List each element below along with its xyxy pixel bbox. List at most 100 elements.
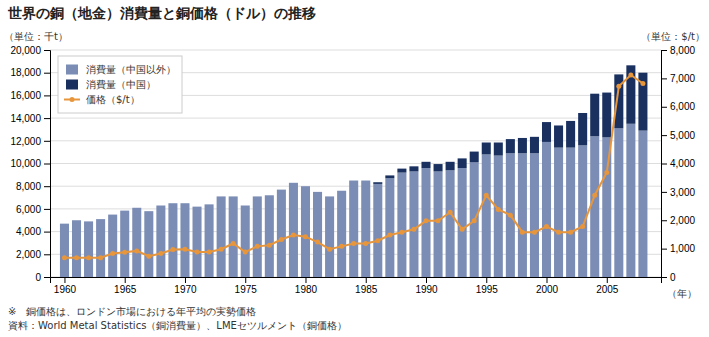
marker xyxy=(628,72,633,77)
bar xyxy=(361,180,370,181)
tick-mark xyxy=(44,209,50,210)
marker xyxy=(436,218,441,223)
tick-mark xyxy=(44,277,50,278)
bar xyxy=(421,162,430,168)
axis-line xyxy=(51,278,662,284)
bar xyxy=(446,170,455,277)
marker xyxy=(568,230,573,235)
tick-label: 18,000 xyxy=(10,67,41,78)
marker xyxy=(411,227,416,232)
tick-label: 1985 xyxy=(355,284,378,295)
legend-symbol xyxy=(66,65,78,75)
marker xyxy=(219,247,224,252)
bar xyxy=(482,154,491,277)
tick: 1970 xyxy=(174,277,197,295)
bar xyxy=(325,196,334,277)
marker xyxy=(520,230,525,235)
tick: 1985 xyxy=(355,277,378,295)
tick-mark xyxy=(661,78,667,79)
bar xyxy=(470,162,479,277)
bar xyxy=(265,195,274,277)
tick: 0 xyxy=(35,272,50,283)
bar xyxy=(72,220,81,221)
tick-label: 20,000 xyxy=(10,45,41,56)
bar xyxy=(518,138,527,153)
tick-mark xyxy=(661,249,667,250)
bar xyxy=(458,158,467,168)
marker xyxy=(375,238,380,243)
bar xyxy=(626,65,635,123)
marker xyxy=(424,218,429,223)
tick-label: 12,000 xyxy=(10,136,41,147)
bar xyxy=(566,148,575,277)
tick-mark xyxy=(44,164,50,165)
bar xyxy=(385,178,394,277)
tick: 6,000 xyxy=(661,101,695,112)
marker xyxy=(339,244,344,249)
tick-mark xyxy=(64,277,65,283)
bar xyxy=(301,186,310,187)
marker xyxy=(460,227,465,232)
legend-symbol xyxy=(66,80,78,90)
tick-mark xyxy=(607,277,608,283)
tick: 2,000 xyxy=(16,249,50,260)
marker xyxy=(351,241,356,246)
bar xyxy=(60,223,69,224)
bar xyxy=(566,121,575,148)
bar xyxy=(60,224,69,277)
bar xyxy=(217,196,226,277)
marker xyxy=(472,218,477,223)
marker xyxy=(98,255,103,260)
bar xyxy=(434,164,443,171)
tick-mark xyxy=(661,192,667,193)
bar xyxy=(168,203,177,204)
marker xyxy=(267,243,272,248)
tick-label: 14,000 xyxy=(10,113,41,124)
tick-mark xyxy=(44,73,50,74)
x-axis-label: （年） xyxy=(667,288,697,299)
tick-label: 1995 xyxy=(476,284,499,295)
tick-label: 6,000 xyxy=(670,101,695,112)
tick-label: 2005 xyxy=(596,284,619,295)
tick: 8,000 xyxy=(16,181,50,192)
tick-label: 6,000 xyxy=(16,204,41,215)
tick-label: 1975 xyxy=(235,284,258,295)
tick: 2,000 xyxy=(661,215,695,226)
bar xyxy=(518,153,527,277)
y2-axis: 01,0002,0003,0004,0005,0006,0007,0008,00… xyxy=(661,45,695,283)
tick: 0 xyxy=(661,272,676,283)
tick: 4,000 xyxy=(16,226,50,237)
marker xyxy=(134,248,139,253)
bar xyxy=(506,139,515,153)
tick: 1990 xyxy=(415,277,438,295)
tick-label: 0 xyxy=(670,272,676,283)
y2-axis-label: （単位：$/t） xyxy=(641,31,705,42)
tick: 3,000 xyxy=(661,187,695,198)
bar xyxy=(578,145,587,277)
bar xyxy=(72,220,81,277)
bar xyxy=(108,214,117,215)
bar xyxy=(482,143,491,155)
tick-label: 3,000 xyxy=(670,187,695,198)
tick: 1975 xyxy=(235,277,258,295)
bar xyxy=(349,181,358,277)
marker xyxy=(243,250,248,255)
bar xyxy=(289,182,298,183)
bar xyxy=(397,169,406,173)
bar xyxy=(205,204,214,277)
bar xyxy=(494,143,503,156)
bar xyxy=(602,93,611,138)
tick-mark xyxy=(661,50,667,51)
bar xyxy=(530,153,539,277)
bar xyxy=(193,207,202,277)
tick-mark xyxy=(44,50,50,51)
bar xyxy=(265,195,274,196)
tick: 10,000 xyxy=(10,158,50,169)
bar xyxy=(144,211,153,277)
marker xyxy=(170,247,175,252)
bar xyxy=(84,221,93,222)
tick-mark xyxy=(366,277,367,283)
tick-label: 8,000 xyxy=(670,45,695,56)
marker xyxy=(387,233,392,238)
tick-label: 16,000 xyxy=(10,90,41,101)
